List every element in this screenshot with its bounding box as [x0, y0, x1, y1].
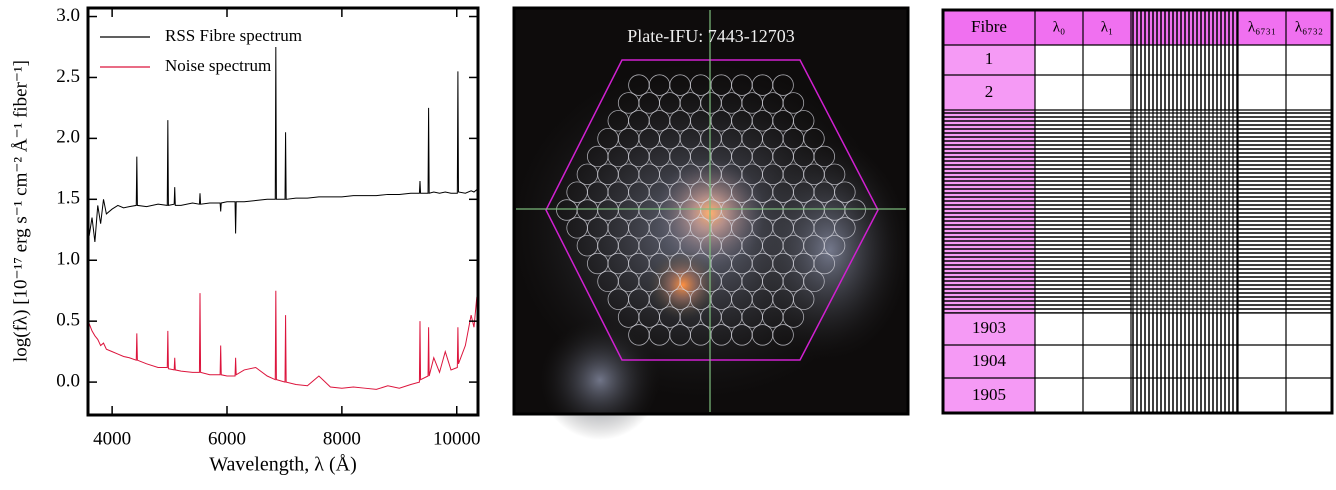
- column-header: λ₀: [1053, 19, 1066, 35]
- hatched-rows: [1238, 110, 1332, 313]
- fibre-bundle: [834, 181, 856, 203]
- y-tick-label: 2.5: [56, 66, 80, 87]
- spectrum-chart: Wavelength, λ (Å) log(fλ) [10⁻¹⁷ erg s⁻¹…: [10, 5, 480, 476]
- x-axis-label: Wavelength, λ (Å): [209, 454, 356, 476]
- fibre-bundle: [813, 252, 836, 275]
- hatched-column: [1131, 45, 1238, 110]
- fibre-id: 1903: [972, 318, 1006, 337]
- spectrum-line: [88, 290, 478, 390]
- fibre-bundle: [772, 324, 794, 346]
- fibre-grid: [556, 74, 866, 346]
- x-tick-label: 8000: [323, 428, 361, 449]
- y-tick-label: 1.5: [56, 188, 80, 209]
- hatched-block: [1131, 110, 1238, 313]
- y-tick-label: 3.0: [56, 5, 80, 26]
- y-tick-label: 1.0: [56, 249, 80, 270]
- rss-table: Fibre λ₀ λ₁ λ₆₇₃₁ λ₆₇₃₂ 1 2 1903 1904 1905: [941, 8, 1334, 415]
- fibre-cells: [943, 45, 1035, 110]
- fibre-bundle: [793, 288, 815, 310]
- header-cell: [1238, 10, 1332, 45]
- fibre-id: 1: [985, 49, 994, 68]
- header-hatched: [1131, 10, 1238, 45]
- table-grid: [943, 10, 1332, 413]
- y-axis-label: log(fλ) [10⁻¹⁷ erg s⁻¹ cm⁻² Å⁻¹ fiber⁻¹]: [10, 60, 31, 362]
- fibre-bundle: [823, 163, 846, 186]
- fibre-bundle: [834, 217, 856, 239]
- x-tick-label: 4000: [93, 428, 131, 449]
- legend-label: Noise spectrum: [165, 56, 271, 75]
- fibre-id: 1905: [972, 385, 1006, 404]
- spectrum-line: [88, 46, 478, 243]
- fibre-bundle: [782, 92, 805, 114]
- image-frame: [512, 6, 910, 416]
- y-tick-label: 0.0: [56, 370, 80, 391]
- legend-label: RSS Fibre spectrum: [165, 26, 302, 45]
- column-header: λ₆₇₃₂: [1295, 19, 1323, 35]
- header-cell: [943, 10, 1035, 45]
- plot-frame: [86, 6, 480, 417]
- ifu-image: Plate-IFU: 7443-12703: [510, 6, 910, 440]
- table-frame: [941, 8, 1334, 415]
- column-header: λ₆₇₃₁: [1248, 19, 1276, 35]
- x-tick-label: 10000: [433, 428, 481, 449]
- fibre-id: 1904: [972, 351, 1007, 370]
- hatched-rows: [943, 110, 1035, 313]
- fibre-id: 2: [985, 82, 994, 101]
- y-tick-label: 0.5: [56, 310, 80, 331]
- fibre-cells: [943, 313, 1035, 413]
- column-header: λ₁: [1101, 19, 1114, 35]
- image-label: Plate-IFU: 7443-12703: [627, 26, 794, 46]
- ifu-hexagon: [545, 59, 879, 361]
- galaxy-knot: [648, 250, 718, 320]
- fibre-bundle: [803, 270, 825, 293]
- galaxy-tail: [540, 320, 660, 440]
- fibre-bundle: [844, 199, 866, 221]
- hatched-column: [1131, 313, 1238, 413]
- fibre-bundle: [803, 127, 825, 150]
- fibre-bundle: [813, 145, 836, 168]
- y-tick-label: 2.0: [56, 127, 80, 148]
- fibre-bundle: [793, 110, 815, 132]
- column-header: Fibre: [971, 17, 1007, 36]
- x-tick-label: 6000: [208, 428, 246, 449]
- fibre-bundle: [823, 234, 846, 257]
- fibre-bundle: [772, 74, 794, 96]
- fibre-bundle: [782, 306, 805, 328]
